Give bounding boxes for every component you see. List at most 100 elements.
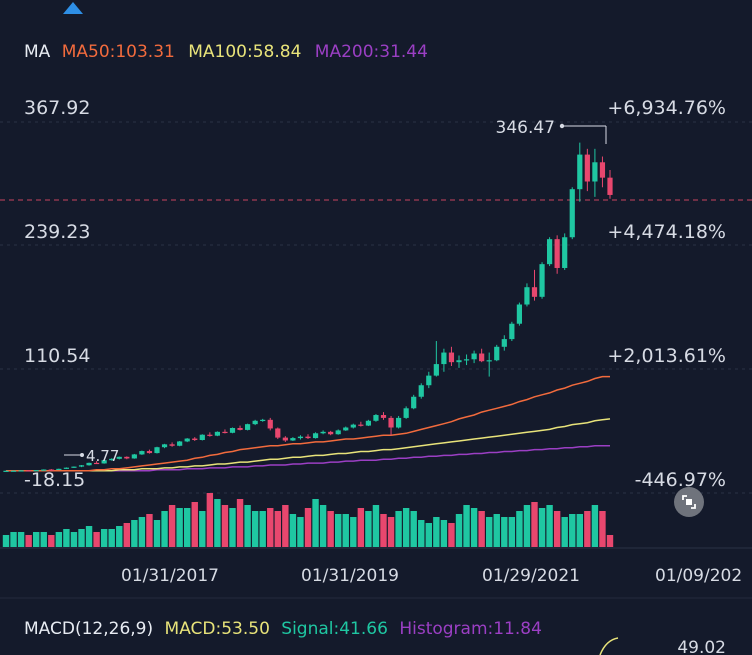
candle-body (599, 162, 606, 178)
candle-body (494, 346, 500, 361)
candle-body (41, 469, 47, 471)
low-marker-dot (80, 453, 84, 457)
date-label: 01/31/2019 (301, 566, 399, 586)
volume-bar (2, 535, 10, 547)
candle-body (116, 456, 122, 459)
volume-bar (372, 505, 380, 547)
date-label: 01/31/2017 (121, 566, 219, 586)
candle-body (56, 468, 62, 471)
volume-bar (493, 514, 500, 547)
volume-bar (251, 511, 259, 547)
volume-bar (591, 505, 599, 547)
candle-body (509, 323, 515, 340)
candle-body (343, 427, 349, 431)
volume-bar (267, 508, 274, 547)
candle-body (335, 430, 341, 435)
candle-body (547, 239, 553, 265)
candle-body (222, 431, 228, 434)
candle-body (101, 460, 107, 464)
price-label: -18.15 (24, 469, 85, 491)
candle-body (403, 408, 409, 418)
volume-bar (40, 532, 47, 547)
volume-bar (236, 499, 244, 547)
volume-bar (221, 505, 229, 547)
volume-bar (342, 514, 349, 547)
volume-bar (206, 493, 214, 547)
volume-bar (410, 511, 417, 547)
candle-body (154, 447, 160, 454)
candle-body (358, 424, 364, 426)
candle-body (207, 434, 213, 436)
candle-body (531, 287, 538, 297)
volume-bar (478, 511, 485, 547)
ma50-label: MA50:103.31 (62, 42, 175, 62)
candle-body (10, 470, 17, 472)
volume-bar (523, 505, 531, 547)
volume-bar (516, 511, 523, 547)
volume-bar (455, 514, 463, 547)
percent-label: +4,474.18% (607, 221, 726, 243)
volume-bar (78, 529, 85, 547)
candle-body (584, 154, 590, 182)
candle-body (214, 431, 220, 436)
volume-bar (93, 532, 100, 547)
volume-bar (100, 529, 108, 547)
candle-body (169, 444, 175, 446)
volume-bar (448, 523, 455, 547)
volume-bar (470, 508, 478, 547)
volume-bar (304, 508, 312, 547)
volume-bar (418, 520, 425, 547)
expand-icon (682, 495, 696, 509)
candlestick-series (3, 142, 613, 472)
ma200-label: MA200:31.44 (315, 42, 428, 62)
percent-label: -446.97% (635, 469, 726, 491)
candle-body (388, 417, 394, 428)
volume-bar (116, 526, 123, 547)
candle-body (267, 419, 273, 429)
volume-bar (357, 508, 365, 547)
candle-body (380, 415, 387, 418)
volume-bar (546, 505, 553, 547)
candle-body (275, 428, 281, 438)
volume-bar (531, 502, 538, 547)
candle-body (554, 239, 560, 268)
volume-bar (191, 502, 198, 547)
volume-bar (153, 520, 161, 547)
fullscreen-button[interactable] (674, 487, 704, 517)
collapse-arrow-icon[interactable] (63, 2, 83, 14)
candle-body (199, 434, 205, 441)
volume-bar (146, 514, 153, 547)
candle-body (237, 427, 243, 430)
high-marker-dot (559, 123, 565, 129)
volume-bar (131, 520, 138, 547)
price-label: 110.54 (24, 345, 90, 367)
candle-body (71, 466, 77, 468)
candle-body (418, 385, 424, 397)
volume-bar (63, 529, 70, 547)
volume-bar (335, 514, 342, 547)
volume-bar (319, 505, 327, 547)
candle-body (63, 467, 69, 469)
volume-bar (395, 511, 402, 547)
candle-body (350, 424, 356, 428)
candle-body (260, 419, 266, 422)
candle-body (305, 436, 311, 439)
volume-bar (569, 514, 576, 547)
candle-body (192, 438, 198, 441)
percent-label: +2,013.61% (607, 345, 726, 367)
volume-bar (10, 532, 17, 547)
volume-bar (229, 508, 236, 547)
candle-body (312, 433, 319, 439)
candle-body (486, 360, 492, 362)
volume-bar (576, 514, 583, 547)
candle-body (539, 264, 545, 297)
candle-body (592, 162, 598, 182)
candle-body (411, 396, 417, 409)
volume-bar (365, 511, 372, 547)
candle-body (78, 465, 85, 467)
candle-body (282, 437, 288, 441)
candle-body (48, 469, 54, 471)
volume-bar (244, 505, 251, 547)
candle-body (524, 287, 530, 305)
signal-value: Signal:41.66 (281, 619, 388, 639)
